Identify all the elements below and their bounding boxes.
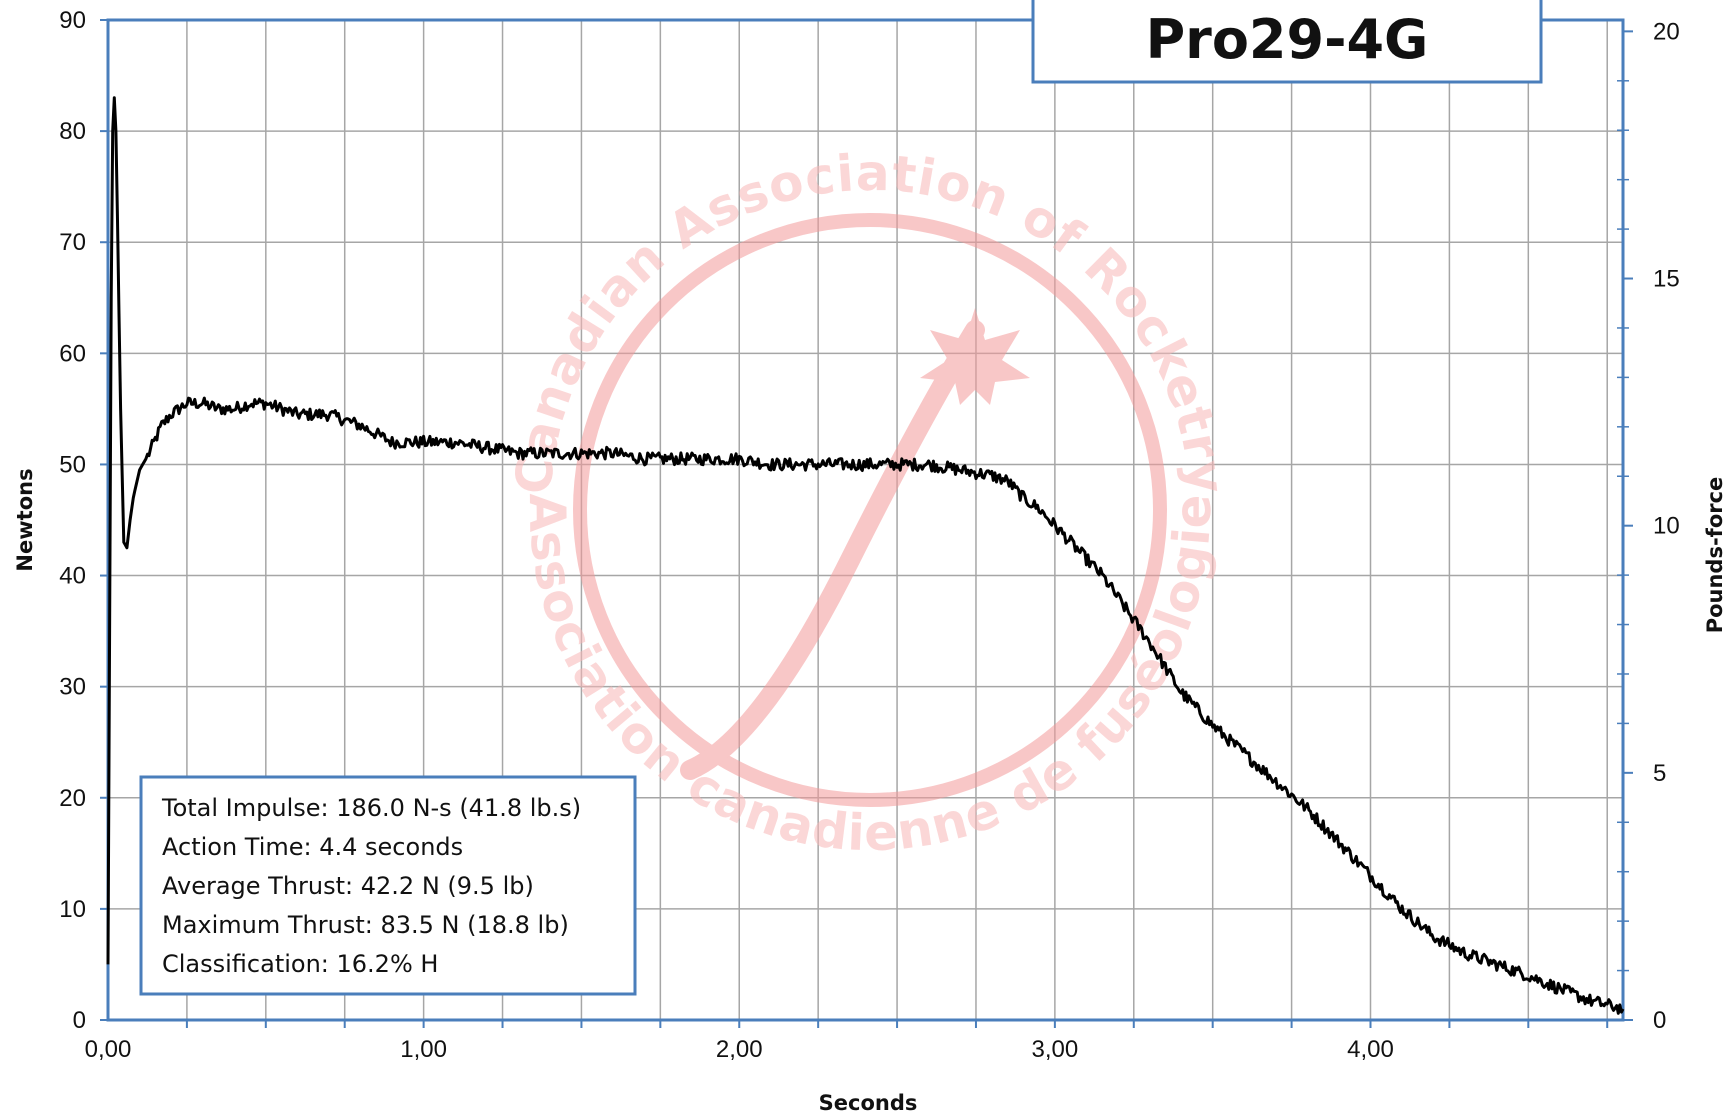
title-box: Pro29-4G [1031,0,1543,84]
maple-leaf-icon [920,308,1030,405]
stat-action-time: Action Time: 4.4 seconds [162,833,463,861]
x-axis-title: Seconds [819,1091,918,1115]
stats-box-border [139,775,637,996]
stats-box: Total Impulse: 186.0 N-s (41.8 lb.s) Act… [139,775,637,996]
y2-tick-label: 10 [1653,513,1680,540]
title-box-border [1031,0,1543,84]
x-tick-label: 0,00 [85,1036,132,1063]
plot-frame [106,18,1625,1022]
stat-maximum-thrust: Maximum Thrust: 83.5 N (18.8 lb) [162,911,569,939]
y2-tick-label: 20 [1653,18,1680,45]
y-tick-label: 0 [73,1007,86,1034]
stat-classification: Classification: 16.2% H [162,950,438,978]
y2-tick-label: 0 [1653,1007,1666,1034]
y-tick-label: 60 [59,340,86,367]
grid-lines [108,20,1623,1020]
y-tick-label: 70 [59,229,86,256]
x-tick-label: 1,00 [400,1036,447,1063]
y-axis-title: Newtons [13,468,37,571]
y2-tick-label: 15 [1653,266,1680,293]
chart-title: Pro29-4G [1146,8,1429,71]
y-tick-label: 30 [59,674,86,701]
stat-total-impulse: Total Impulse: 186.0 N-s (41.8 lb.s) [161,794,581,822]
y-tick-label: 40 [59,563,86,590]
x-tick-label: 3,00 [1032,1036,1079,1063]
y-tick-label: 50 [59,451,86,478]
car-watermark: Canadian Association of Rocketry Associa… [504,144,1236,863]
stat-average-thrust: Average Thrust: 42.2 N (9.5 lb) [162,872,534,900]
y-tick-label: 10 [59,896,86,923]
y-tick-label: 20 [59,785,86,812]
axis-ticks: 0 10 20 30 40 50 60 70 80 90 0 5 10 15 20 0,00 1,00 2,00 3… [59,7,1679,1063]
y-tick-label: 90 [59,7,86,34]
watermark-ring [573,213,1167,807]
y-tick-label: 80 [59,118,86,145]
y2-axis-title: Pounds-force [1703,477,1727,634]
watermark-top-text: Canadian Association of Rocketry [504,144,1236,497]
x-tick-label: 2,00 [716,1036,763,1063]
watermark-rocket-trail [680,320,985,780]
y2-tick-label: 5 [1653,760,1666,787]
thrust-curve [106,96,1625,1015]
x-tick-label: 4,00 [1347,1036,1394,1063]
